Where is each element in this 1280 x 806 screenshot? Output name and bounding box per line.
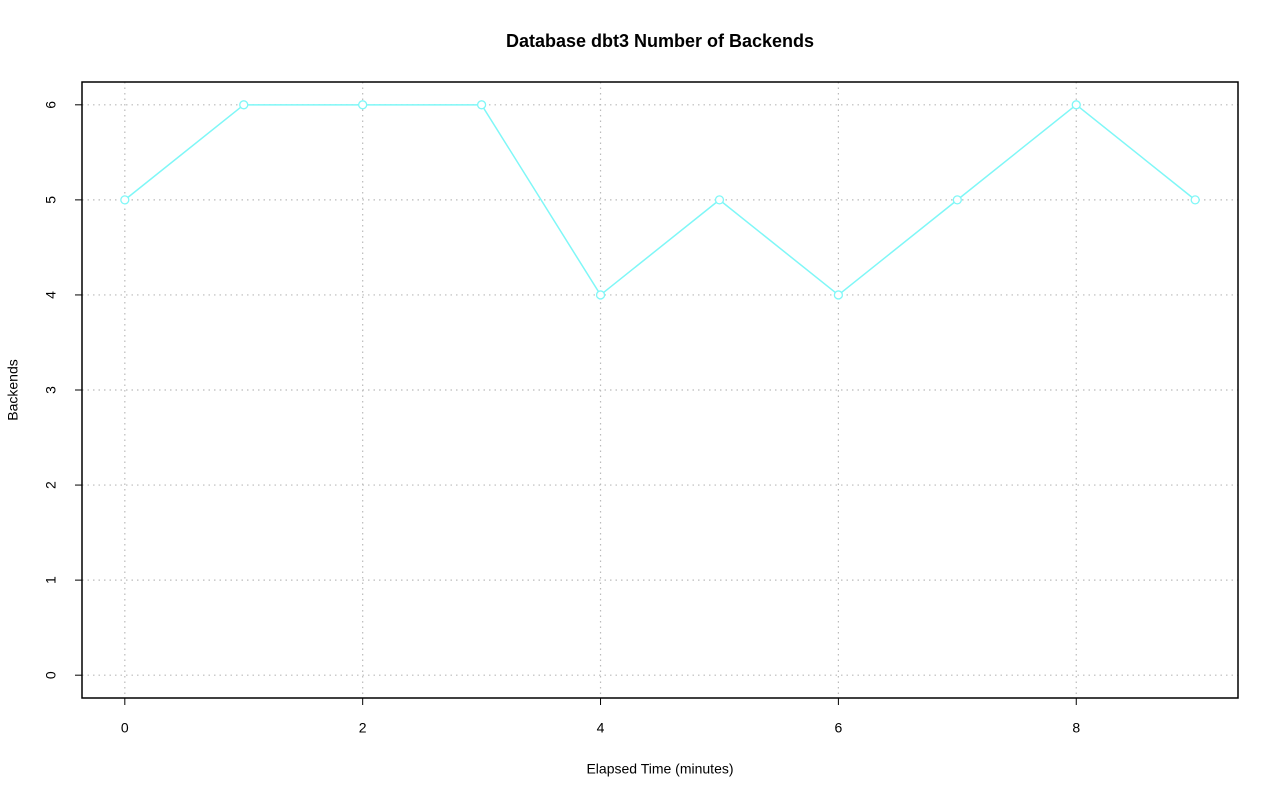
y-tick-label: 4 [43, 291, 59, 299]
x-tick-label: 8 [1072, 720, 1080, 736]
chart-title: Database dbt3 Number of Backends [506, 31, 814, 51]
data-point [1071, 100, 1081, 110]
data-point [714, 195, 725, 205]
data-point [952, 195, 962, 205]
data-point [358, 100, 368, 110]
plot-frame [81, 81, 1239, 699]
data-point [239, 100, 249, 110]
data-point [833, 290, 844, 300]
x-axis-label: Elapsed Time (minutes) [586, 761, 733, 777]
y-tick-label: 5 [43, 196, 59, 204]
x-tick-label: 4 [597, 720, 605, 736]
data-point [595, 290, 606, 300]
y-tick-label: 0 [43, 671, 59, 679]
data-point [120, 195, 130, 205]
y-tick-label: 2 [43, 481, 59, 489]
x-tick-label: 6 [834, 720, 842, 736]
x-tick-label: 0 [121, 720, 129, 736]
data-point [476, 100, 487, 110]
data-point [1190, 195, 1200, 205]
data-line [124, 103, 1196, 297]
y-tick-label: 1 [43, 576, 59, 584]
y-tick-label: 6 [43, 101, 59, 109]
x-tick-label: 2 [359, 720, 367, 736]
y-axis-label: Backends [5, 359, 21, 420]
y-tick-label: 3 [43, 386, 59, 394]
